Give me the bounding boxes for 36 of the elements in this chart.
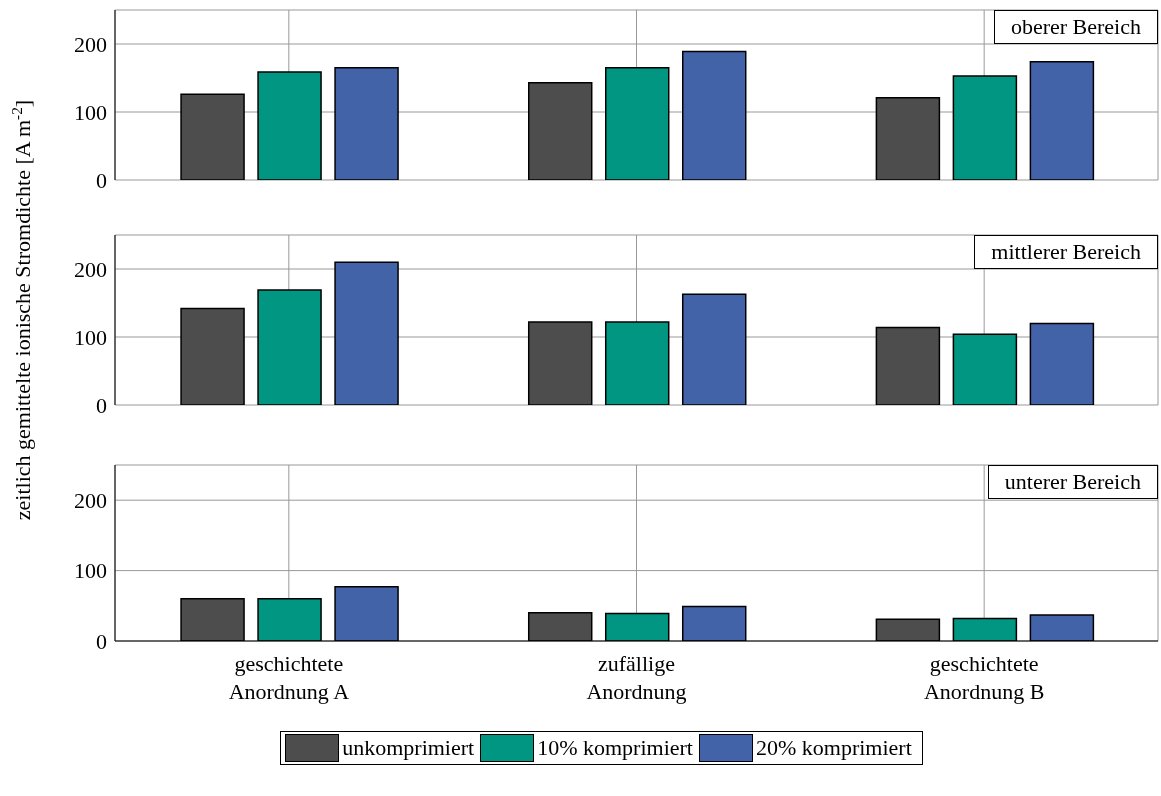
bar (875, 96, 941, 180)
annotation: mittlerer Bereich (974, 235, 1158, 269)
y-tick-label: 100 (74, 99, 107, 125)
bar (604, 67, 670, 180)
y-tick-label: 0 (96, 167, 107, 193)
bar (952, 333, 1018, 405)
bar (334, 261, 399, 405)
bar (604, 321, 670, 405)
y-tick-label: 200 (74, 488, 107, 514)
y-tick-label: 0 (96, 628, 107, 654)
x-tick-label: zufällige Anordnung (586, 651, 687, 704)
bar (180, 307, 245, 405)
bar (527, 321, 593, 405)
x-tick-label: geschichtete Anordnung B (923, 651, 1045, 704)
y-tick-label: 100 (74, 324, 107, 350)
bar (952, 75, 1018, 180)
bar (257, 289, 322, 405)
y-tick-label: 200 (74, 256, 107, 282)
bar (334, 67, 399, 180)
bar (875, 326, 941, 405)
y-tick-label: 200 (74, 31, 107, 57)
annotation: oberer Bereich (993, 10, 1158, 44)
legend-label: unkomprimiert (342, 735, 475, 761)
bar (1029, 322, 1095, 405)
bar (681, 50, 747, 180)
y-tick-label: 0 (96, 392, 107, 418)
y-tick-label: 100 (74, 558, 107, 584)
legend-label: 20% komprimiert (755, 735, 912, 761)
annotation: unterer Bereich (987, 465, 1158, 499)
bar (681, 293, 747, 405)
bar (180, 93, 245, 180)
legend-label: 10% komprimiert (537, 735, 693, 761)
x-tick-label: geschichtete Anordnung A (228, 651, 350, 704)
bar (527, 82, 593, 180)
bar (257, 71, 322, 180)
bar (1029, 60, 1095, 180)
